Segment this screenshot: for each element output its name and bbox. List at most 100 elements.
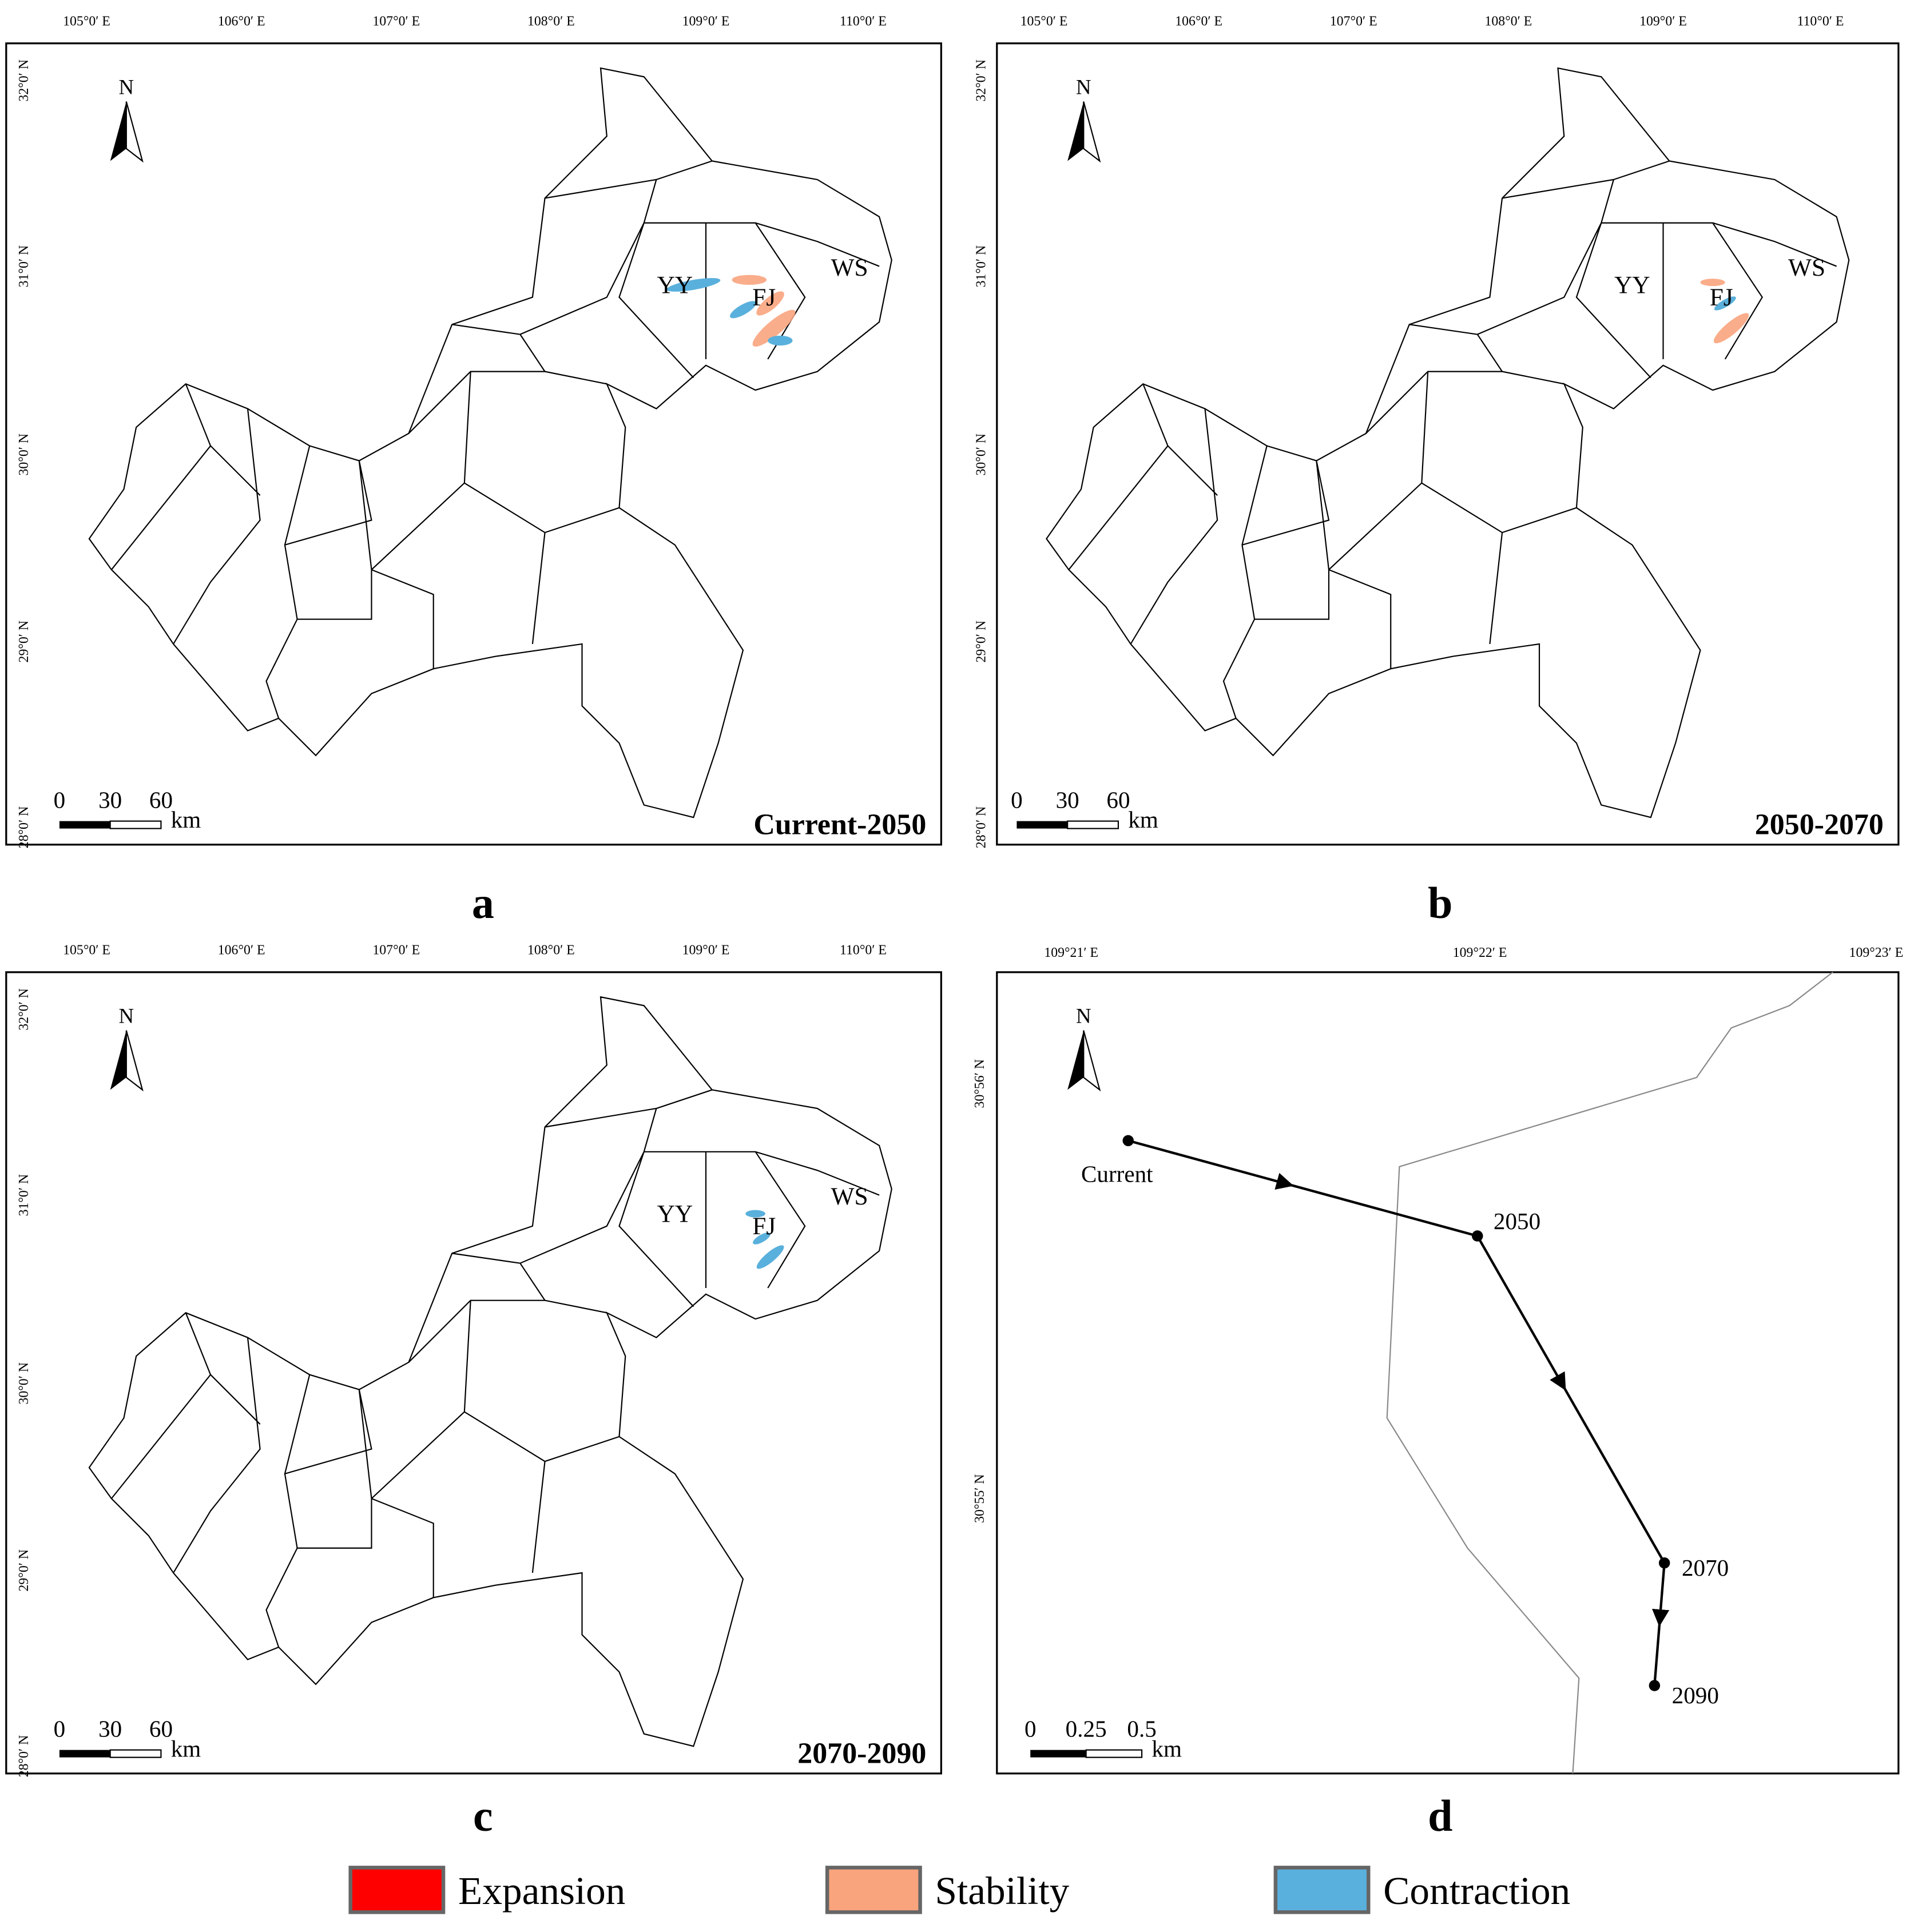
district-label: YY [657, 1200, 693, 1227]
y-coord-label: 29°0′ N [974, 621, 988, 663]
north-label: N [1076, 1004, 1091, 1027]
period-label: 2070-2090 [797, 1737, 926, 1770]
scale-bar-white [109, 1749, 162, 1758]
district-label: FJ [752, 1213, 776, 1240]
range-patch [666, 278, 721, 292]
panel-letter: b [1428, 878, 1452, 928]
map-a [88, 67, 892, 818]
range-patch [752, 309, 796, 347]
shift-path [1476, 1235, 1666, 1564]
x-coord-label: 109°22′ E [1453, 945, 1507, 960]
district-label: WS [1788, 254, 1825, 281]
centroid-label: 2050 [1494, 1208, 1540, 1234]
panel-a-frame [5, 42, 942, 846]
x-coord-label: 108°0′ E [1485, 14, 1532, 29]
legend-swatch [825, 1866, 922, 1914]
centroid [1122, 1135, 1134, 1147]
y-coord-label: 29°0′ N [17, 621, 31, 663]
x-coord-label: 106°0′ E [218, 943, 265, 957]
range-patch [756, 291, 784, 316]
y-coord-label: 28°0′ N [17, 1735, 31, 1778]
range-patch [753, 1233, 771, 1245]
range-patch [1700, 279, 1725, 287]
legend-label: Stability [935, 1869, 1070, 1913]
scale-bar-white [1067, 820, 1119, 829]
x-coord-label: 107°0′ E [372, 14, 420, 29]
scale-label: 0.5 [1127, 1716, 1156, 1742]
panel-letter: d [1428, 1791, 1452, 1840]
north-arrow [109, 1029, 144, 1091]
map-b [1046, 67, 1850, 818]
scale-label: 0 [1011, 787, 1023, 813]
x-coord-label: 107°0′ E [1330, 14, 1377, 29]
scale-unit: km [171, 806, 201, 833]
scale-label: 0 [54, 787, 66, 813]
x-coord-label: 109°0′ E [682, 14, 730, 29]
y-coord-label: 31°0′ N [17, 245, 31, 288]
x-coord-label: 105°0′ E [63, 943, 110, 957]
x-coord-label: 109°23′ E [1849, 945, 1904, 960]
scale-unit: km [171, 1735, 201, 1762]
centroid [1472, 1230, 1483, 1242]
range-patch [756, 1245, 784, 1269]
north-label: N [119, 75, 134, 98]
centroid [1658, 1557, 1670, 1569]
y-coord-label: 32°0′ N [974, 59, 988, 102]
centroid-label: Current [1081, 1161, 1153, 1187]
range-patch [1714, 296, 1736, 311]
scale-label: 60 [149, 1716, 173, 1742]
panel-d-frame [996, 971, 1900, 1775]
x-coord-label: 105°0′ E [63, 14, 110, 29]
north-arrow [1067, 101, 1101, 162]
north-arrow [1067, 1029, 1101, 1091]
scale-bar-white [109, 820, 162, 829]
scale-label: 60 [149, 787, 173, 813]
y-coord-label: 31°0′ N [974, 245, 988, 288]
y-coord-label: 28°0′ N [974, 806, 988, 849]
district-label: YY [657, 271, 693, 299]
x-coord-label: 108°0′ E [527, 14, 575, 29]
y-coord-label: 30°0′ N [974, 434, 988, 476]
scale-label: 60 [1106, 787, 1130, 813]
map-c [88, 996, 892, 1747]
district-label: FJ [752, 284, 776, 311]
scale-bar-black [59, 1750, 110, 1758]
panel-letter: a [472, 878, 494, 928]
legend-label: Contraction [1383, 1869, 1570, 1913]
north-arrow [109, 101, 144, 162]
shift-path [1652, 1563, 1670, 1686]
scale-unit: km [1151, 1735, 1182, 1762]
centroid [1649, 1680, 1661, 1691]
scale-label: 30 [1056, 787, 1079, 813]
scale-bar-white [1085, 1749, 1143, 1758]
scale-label: 30 [98, 787, 122, 813]
x-coord-label: 106°0′ E [218, 14, 265, 29]
range-patch [768, 335, 793, 346]
period-label: Current-2050 [753, 808, 926, 841]
y-coord-label: 30°55′ N [972, 1474, 987, 1522]
north-label: N [119, 1004, 134, 1027]
panel-letter: c [473, 1791, 493, 1840]
x-coord-label: 108°0′ E [527, 943, 575, 957]
legend-swatch [1273, 1866, 1371, 1914]
x-coord-label: 106°0′ E [1175, 14, 1222, 29]
panel-c-frame [5, 971, 942, 1775]
y-coord-label: 29°0′ N [17, 1549, 31, 1592]
centroid-label: 2070 [1682, 1555, 1729, 1581]
y-coord-label: 30°0′ N [17, 434, 31, 476]
legend-swatch [348, 1866, 446, 1914]
x-coord-label: 110°0′ E [840, 943, 887, 957]
panel-b-frame [996, 42, 1900, 846]
scale-label: 0 [54, 1716, 66, 1742]
scale-label: 0.25 [1066, 1716, 1107, 1742]
range-patch [745, 1210, 765, 1218]
y-coord-label: 32°0′ N [17, 59, 31, 102]
x-coord-label: 109°0′ E [1639, 14, 1687, 29]
y-coord-label: 28°0′ N [17, 806, 31, 849]
north-label: N [1076, 75, 1091, 98]
scale-bar-black [1030, 1750, 1086, 1758]
x-coord-label: 110°0′ E [840, 14, 887, 29]
scale-unit: km [1128, 806, 1158, 833]
